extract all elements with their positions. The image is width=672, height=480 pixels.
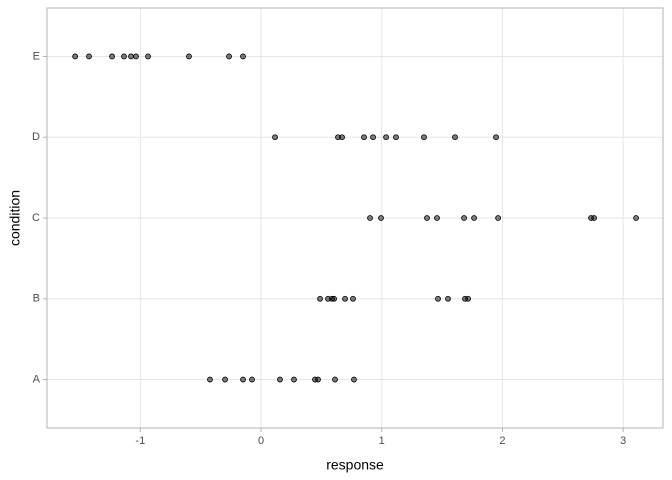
panel-border xyxy=(46,7,664,429)
y-tick-label: D xyxy=(32,131,40,143)
point xyxy=(128,53,134,60)
point xyxy=(393,134,399,141)
point xyxy=(351,376,357,383)
point xyxy=(145,53,151,60)
point xyxy=(339,134,345,141)
point xyxy=(471,215,477,221)
point xyxy=(109,53,115,60)
x-tick-label: 1 xyxy=(379,435,385,447)
point xyxy=(86,53,92,60)
point xyxy=(465,295,471,302)
point xyxy=(445,295,451,302)
point xyxy=(383,134,389,141)
point xyxy=(222,376,228,383)
point xyxy=(121,53,127,60)
point xyxy=(361,134,367,141)
y-axis-title: condition xyxy=(7,190,23,246)
point xyxy=(226,53,232,60)
point xyxy=(633,215,639,221)
x-axis-title: response xyxy=(326,457,384,473)
point xyxy=(240,376,246,383)
point xyxy=(493,134,499,141)
y-tick-label: A xyxy=(33,373,41,385)
point xyxy=(72,53,79,60)
point xyxy=(331,295,337,302)
x-tick-label: -1 xyxy=(135,435,145,447)
y-tick-label: C xyxy=(32,212,40,224)
point xyxy=(291,376,297,383)
point xyxy=(452,134,458,141)
point xyxy=(272,134,278,141)
point xyxy=(435,295,441,302)
point xyxy=(315,376,321,383)
point xyxy=(378,215,384,221)
point xyxy=(133,53,139,60)
point xyxy=(495,215,502,221)
point xyxy=(421,134,427,141)
y-tick-label: E xyxy=(33,50,40,62)
point xyxy=(332,376,338,383)
point xyxy=(186,53,192,60)
x-tick-label: 0 xyxy=(258,435,264,447)
point xyxy=(207,376,213,383)
x-tick-label: 2 xyxy=(499,435,505,447)
point xyxy=(317,295,323,302)
point xyxy=(367,215,373,221)
y-tick-label: B xyxy=(33,293,40,305)
point xyxy=(342,295,348,302)
point xyxy=(370,134,376,141)
point xyxy=(277,376,283,383)
point xyxy=(350,295,356,302)
point xyxy=(249,376,255,383)
point xyxy=(591,215,597,221)
point xyxy=(434,215,440,221)
point xyxy=(461,215,467,221)
x-tick-label: 3 xyxy=(620,435,626,447)
point xyxy=(240,53,246,60)
point xyxy=(424,215,430,221)
